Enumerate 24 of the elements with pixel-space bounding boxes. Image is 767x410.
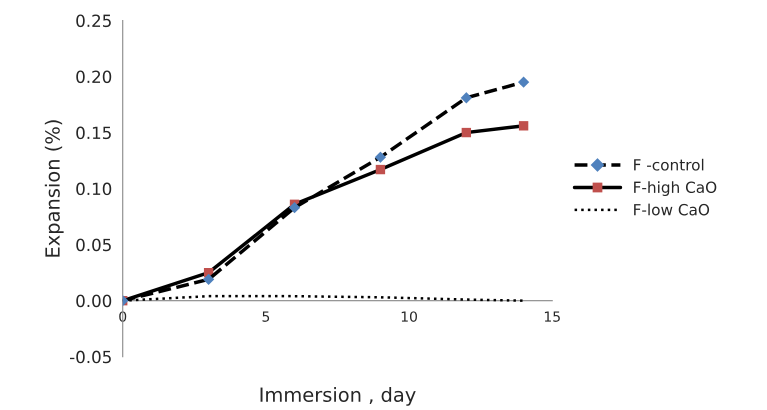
point <box>375 152 386 163</box>
point <box>289 202 300 214</box>
y-tick-label: 0.20 <box>76 70 112 84</box>
point <box>376 164 386 174</box>
point <box>518 76 530 88</box>
y-tick-label: 0.10 <box>76 182 112 196</box>
point <box>518 121 528 131</box>
legend-label: F -control <box>634 158 704 171</box>
point <box>460 92 472 104</box>
point <box>462 128 472 138</box>
x-axis-title: Immersion , day <box>260 386 416 406</box>
legend-label: F-low CaO <box>634 204 710 216</box>
x-tick-label: 15 <box>544 312 560 322</box>
y-tick-label: 0.25 <box>76 14 111 28</box>
y-tick-label: 0.15 <box>76 126 111 140</box>
legend-label: F-high CaO <box>634 181 716 196</box>
y-tick-label: 0.00 <box>76 294 112 308</box>
point <box>203 274 214 285</box>
x-tick-label: 5 <box>262 312 270 322</box>
x-tick-label: 10 <box>402 311 417 322</box>
y-tick-label: -0.05 <box>70 350 111 364</box>
y-tick-label: 0.05 <box>76 238 111 252</box>
x-tick-label: 0 <box>119 311 126 322</box>
y-axis-title: Expansion (%) <box>44 120 64 257</box>
